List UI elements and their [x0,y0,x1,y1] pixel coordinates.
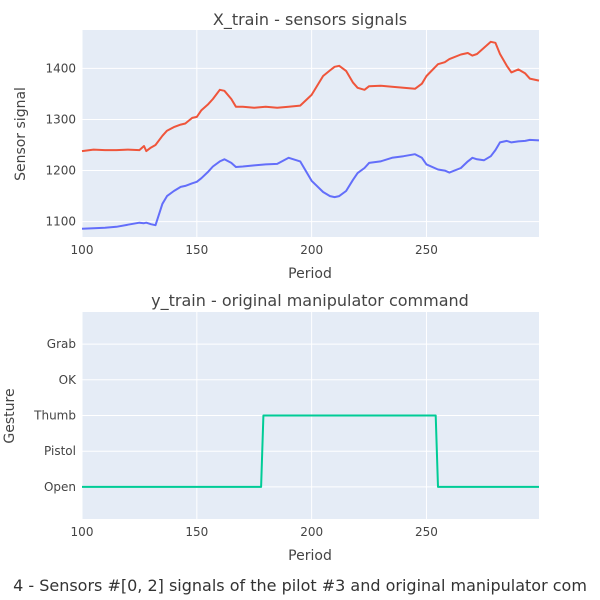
gridlines-top [81,30,539,237]
series-line-0 [82,414,539,488]
y-category-label: Thumb [33,409,76,423]
series-group-top [81,40,540,230]
chart-bottom: 100 150 200 250 Open Pistol Thumb OK Grab y_trai… [2,291,539,564]
y-category-label: Grab [47,337,76,351]
ticks-bottom: 100 150 200 250 Open Pistol Thumb OK Grab [33,337,438,539]
y-tick-label: 1100 [45,215,76,229]
x-tick-label: 100 [71,525,94,539]
ticks-top: 100 150 200 250 1100 1200 1300 1400 [45,61,437,257]
figure-caption: 4 - Sensors #[0, 2] signals of the pilot… [13,576,587,595]
x-tick-label: 150 [185,243,208,257]
series-line-1 [81,138,540,230]
x-tick-label: 250 [415,525,438,539]
x-tick-label: 200 [300,525,323,539]
series-line-0 [81,40,540,153]
series-group-bottom [82,414,539,488]
y-category-label: Open [44,480,76,494]
chart-title-bottom: y_train - original manipulator command [151,291,469,311]
y-category-label: Pistol [44,444,76,458]
y-tick-label: 1300 [45,112,76,126]
chart-top: 100 150 200 250 1100 1200 1300 1400 X_train - s… [13,10,540,282]
y-axis-label-bottom: Gesture [2,388,18,443]
figure-caption-container: 4 - Sensors #[0, 2] signals of the pilot… [0,576,600,600]
plot-area-top [82,30,539,237]
y-tick-label: 1200 [45,164,76,178]
y-category-label: OK [59,373,77,387]
x-tick-label: 100 [71,243,94,257]
x-tick-label: 200 [300,243,323,257]
chart-title-top: X_train - sensors signals [213,10,407,30]
y-tick-label: 1400 [45,61,76,75]
x-axis-label-bottom: Period [288,548,332,564]
x-tick-label: 150 [185,525,208,539]
x-tick-label: 250 [415,243,438,257]
x-axis-label-top: Period [288,266,332,282]
y-axis-label-top: Sensor signal [13,87,29,181]
